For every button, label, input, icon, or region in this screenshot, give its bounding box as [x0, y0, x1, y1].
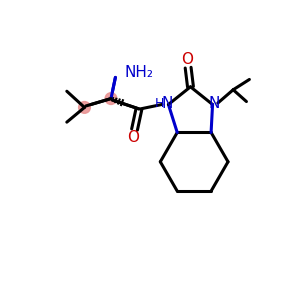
Text: O: O	[181, 52, 193, 67]
Circle shape	[79, 101, 90, 113]
Text: H: H	[154, 98, 164, 110]
Text: NH₂: NH₂	[124, 64, 153, 80]
Text: N: N	[208, 96, 220, 111]
Circle shape	[105, 93, 117, 104]
Text: O: O	[127, 130, 139, 145]
Text: N: N	[161, 96, 172, 111]
